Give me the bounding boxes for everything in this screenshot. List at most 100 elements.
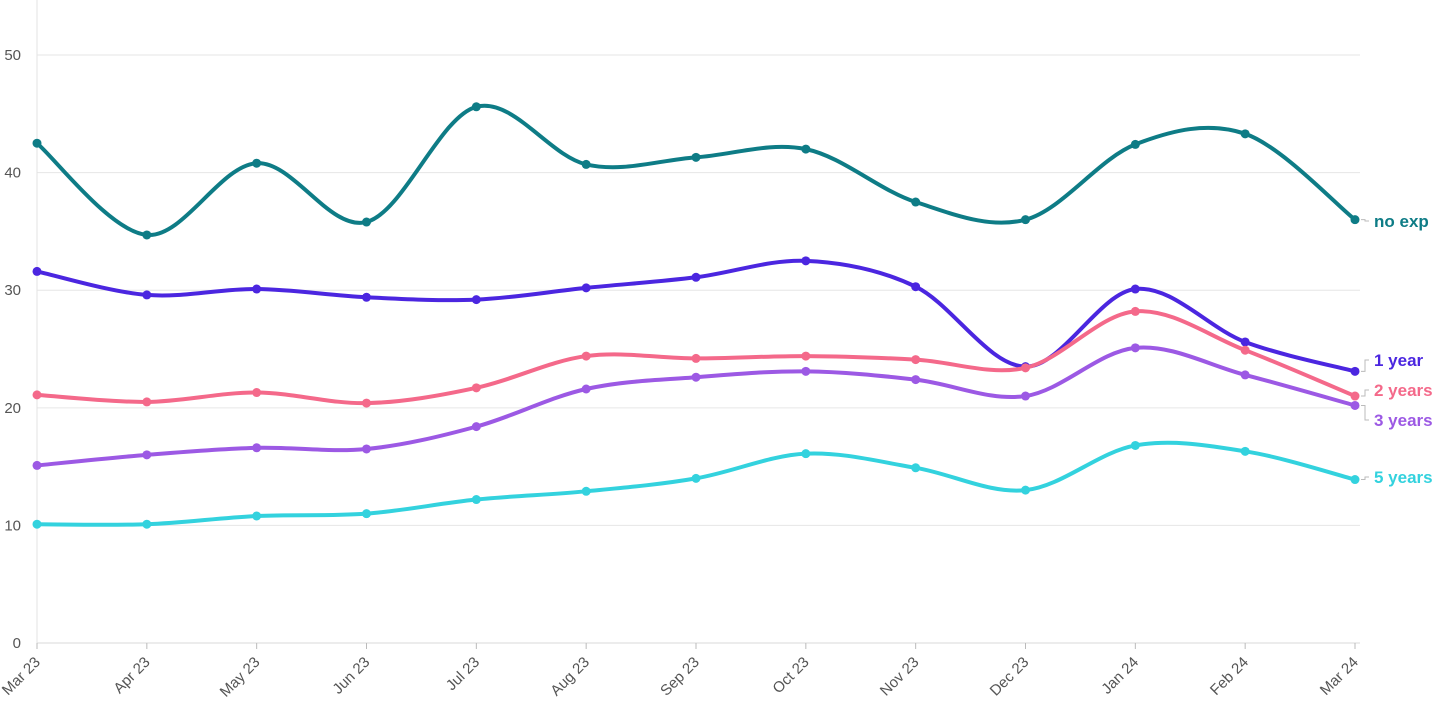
data-point-1-year (1240, 337, 1250, 347)
data-point-3-years (252, 443, 262, 453)
y-tick-label: 10 (4, 517, 21, 534)
x-tick-label: Feb 24 (1207, 654, 1252, 699)
x-tick-label: Dec 23 (987, 654, 1033, 700)
series-label-5-years: 5 years (1374, 468, 1433, 487)
data-point-2-years (142, 397, 152, 407)
data-point-no-exp (32, 138, 42, 148)
data-point-5-years (1130, 440, 1140, 450)
data-point-5-years (142, 519, 152, 529)
data-point-2-years (362, 398, 371, 408)
data-point-2-years (252, 388, 262, 398)
data-point-1-year (362, 292, 371, 302)
series-label-1-year: 1 year (1374, 351, 1424, 370)
data-point-1-year (801, 256, 811, 266)
data-point-2-years (691, 353, 701, 363)
x-tick-label: Aug 23 (547, 654, 593, 700)
data-point-no-exp (581, 159, 591, 169)
data-point-5-years (801, 449, 811, 459)
data-point-3-years (581, 384, 591, 394)
data-point-2-years (581, 351, 591, 361)
end-label-connector (1361, 476, 1369, 481)
end-label-connector (1361, 389, 1369, 397)
data-point-2-years (1021, 363, 1030, 373)
data-point-5-years (252, 511, 262, 521)
axis-layer: 0 10 20 30 40 50 Mar 23 Apr 23 May 23 Jun 23 Jul 2… (0, 47, 1362, 701)
series-line-5-years (35, 440, 1357, 527)
data-point-5-years (581, 486, 591, 496)
data-point-no-exp (801, 144, 811, 154)
series-label-no-exp: no exp (1374, 212, 1429, 231)
y-tick-label: 30 (4, 282, 21, 299)
series-line-no-exp (35, 103, 1357, 237)
data-point-5-years (691, 473, 701, 483)
series-2-years (32, 306, 1360, 408)
data-point-2-years (911, 355, 921, 365)
end-label-connector (1361, 359, 1369, 372)
data-point-no-exp (911, 197, 921, 207)
data-point-1-year (691, 272, 701, 282)
data-point-5-years (1350, 475, 1360, 485)
x-tick-label: Jul 23 (443, 654, 483, 694)
series-label-3-years: 3 years (1374, 411, 1433, 430)
x-tick-label: Sep 23 (657, 654, 703, 700)
data-point-no-exp (1350, 215, 1360, 225)
y-tick-label: 0 (13, 635, 21, 652)
data-point-no-exp (471, 102, 481, 112)
data-point-3-years (911, 375, 921, 385)
data-point-no-exp (362, 217, 371, 227)
data-point-2-years (32, 390, 42, 400)
data-point-1-year (252, 284, 262, 294)
label-layer: no exp 1 year 2 years 3 years 5 years (1361, 212, 1433, 487)
data-point-no-exp (1021, 215, 1030, 225)
data-point-5-years (32, 519, 42, 529)
data-point-3-years (1130, 343, 1140, 353)
data-point-3-years (32, 460, 42, 470)
end-label-connector (1361, 404, 1369, 421)
series-5-years (32, 440, 1360, 529)
x-tick-label: Jan 24 (1098, 654, 1142, 698)
data-point-5-years (911, 463, 921, 473)
data-point-3-years (1350, 400, 1360, 410)
data-point-5-years (1240, 446, 1250, 456)
x-tick-label: Jun 23 (329, 654, 373, 698)
end-label-connector (1361, 219, 1369, 222)
y-tick-label: 40 (4, 165, 21, 182)
data-point-1-year (471, 295, 481, 305)
data-point-3-years (801, 366, 811, 376)
data-point-1-year (32, 266, 42, 276)
data-point-1-year (581, 283, 591, 293)
data-point-3-years (1021, 391, 1030, 401)
x-tick-label: Nov 23 (877, 654, 923, 700)
series-label-2-years: 2 years (1374, 381, 1433, 400)
data-point-3-years (691, 372, 701, 382)
data-point-3-years (471, 422, 481, 432)
data-point-2-years (801, 351, 811, 361)
data-point-no-exp (142, 230, 152, 240)
series-line-3-years (35, 345, 1357, 468)
data-point-no-exp (252, 158, 262, 168)
data-point-3-years (142, 450, 152, 460)
data-point-1-year (142, 290, 152, 300)
series-layer (32, 102, 1360, 529)
data-point-2-years (1130, 306, 1140, 316)
data-point-5-years (1021, 485, 1030, 495)
x-tick-label: May 23 (217, 654, 264, 701)
data-point-no-exp (1240, 129, 1250, 139)
data-point-1-year (1130, 284, 1140, 294)
data-point-3-years (362, 444, 371, 454)
data-point-5-years (362, 509, 371, 519)
data-point-1-year (1350, 366, 1360, 376)
data-point-no-exp (691, 152, 701, 162)
x-tick-label: Mar 23 (0, 654, 44, 699)
data-point-2-years (471, 383, 481, 393)
x-tick-label: Oct 23 (769, 654, 812, 697)
data-point-3-years (1240, 370, 1250, 380)
x-tick-label: Mar 24 (1317, 654, 1362, 699)
series-3-years (32, 343, 1360, 470)
series-no-exp (32, 102, 1360, 240)
data-point-1-year (911, 282, 921, 292)
y-tick-label: 50 (4, 47, 21, 64)
data-point-5-years (471, 495, 481, 505)
y-tick-label: 20 (4, 400, 21, 417)
